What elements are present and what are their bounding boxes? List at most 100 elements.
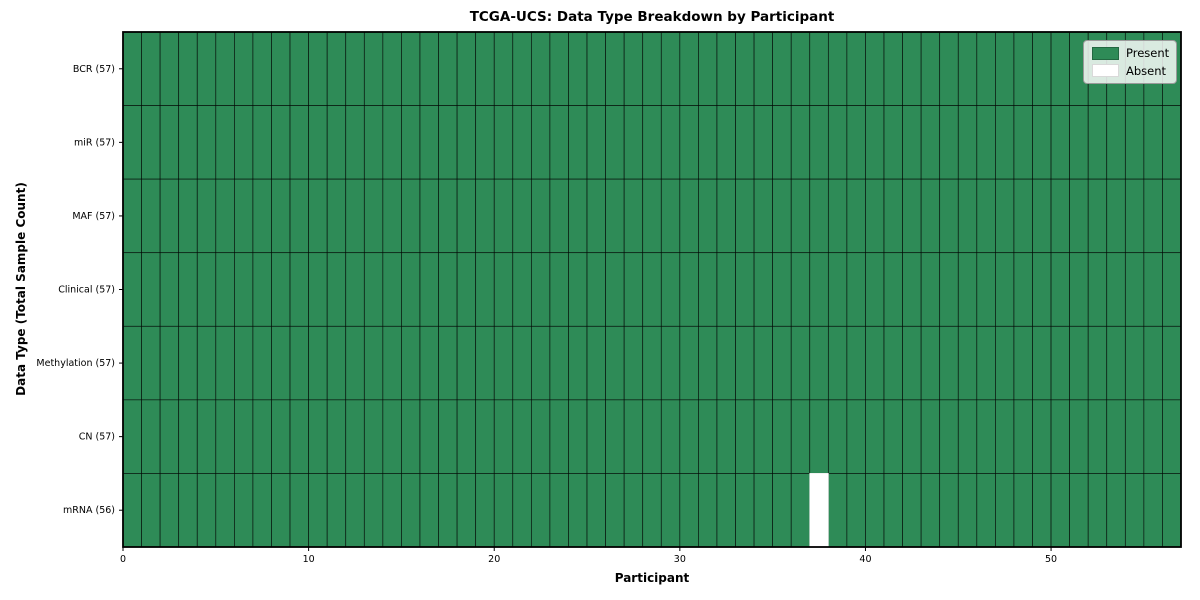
heatmap-cell [456,473,477,548]
heatmap-cell [623,31,644,106]
heatmap-cell [920,325,941,401]
heatmap-cell [976,31,996,106]
heatmap-cell [234,178,254,254]
heatmap-cell [493,252,514,327]
heatmap-cell [215,399,235,474]
heatmap-cell [419,252,439,327]
heatmap-cell [976,105,996,180]
heatmap-cell [939,325,959,401]
heatmap-cell [1162,105,1182,180]
heatmap-cell [772,325,792,401]
heatmap-cell [698,325,718,401]
heatmap-cell [549,473,569,548]
heatmap-cell [159,31,180,106]
heatmap-cell [159,473,180,548]
heatmap-cell [976,473,996,548]
heatmap-cell [976,325,996,401]
heatmap-cell [698,473,718,548]
heatmap-cell [1124,325,1145,401]
heatmap-cell [1124,473,1145,548]
heatmap-cell [642,399,662,474]
heatmap-cell [1032,473,1052,548]
heatmap-cell [995,31,1015,106]
heatmap-cell [308,252,328,327]
heatmap-cell [865,178,885,254]
heatmap-cell [605,473,625,548]
heatmap-cell [753,473,774,548]
heatmap-cell [512,105,532,180]
heatmap-cell [122,473,142,548]
heatmap-cell [1032,105,1052,180]
y-tick-label: miR (57) [74,137,115,148]
heatmap-cell [401,178,421,254]
heatmap-cell [122,399,142,474]
heatmap-cell [753,105,774,180]
heatmap-cell [382,473,402,548]
heatmap-cell [271,399,291,474]
heatmap-cell [679,252,699,327]
heatmap-cell [679,473,699,548]
heatmap-cell [308,31,328,106]
heatmap-cell [976,252,996,327]
heatmap-cell [178,31,198,106]
heatmap-cell [289,252,309,327]
heatmap-cell [586,252,606,327]
heatmap-cell [475,325,495,401]
y-tick-label: CN (57) [79,432,115,443]
heatmap-cell [1087,252,1108,327]
heatmap-cell [363,252,384,327]
heatmap-cell [939,178,959,254]
y-tick-label: MAF (57) [72,211,115,222]
heatmap-cell [1050,325,1070,401]
heatmap-cell [846,105,866,180]
heatmap-cell [493,399,514,474]
heatmap-cell [493,178,514,254]
heatmap-cell [271,31,291,106]
heatmap-cell [215,31,235,106]
heatmap-cell [401,105,421,180]
heatmap-cell [846,325,866,401]
heatmap-cell [790,325,811,401]
heatmap-cell [623,399,644,474]
heatmap-cell [289,178,309,254]
heatmap-cell [1087,105,1108,180]
heatmap-cell [679,178,699,254]
heatmap-cell [957,105,978,180]
heatmap-cell [679,399,699,474]
heatmap-cell [438,399,458,474]
heatmap-cell [605,399,625,474]
heatmap-cell [252,252,272,327]
heatmap-cell [549,325,569,401]
heatmap-cell [735,31,755,106]
heatmap-cell [382,178,402,254]
heatmap-cell [1162,178,1182,254]
heatmap-cell [289,399,309,474]
heatmap-cell [1032,399,1052,474]
heatmap-cell [568,473,588,548]
heatmap-cell [846,31,866,106]
heatmap-cell [419,31,439,106]
heatmap-cell [772,31,792,106]
heatmap-cell [141,178,161,254]
heatmap-cell [586,105,606,180]
heatmap-cell [308,325,328,401]
heatmap-cell [196,252,217,327]
heatmap-cell [196,473,217,548]
chart-title: TCGA-UCS: Data Type Breakdown by Partici… [469,9,835,25]
heatmap-cell [660,31,681,106]
heatmap-cell [289,473,309,548]
heatmap-cell [159,399,180,474]
heatmap-cell [920,399,941,474]
heatmap-cell [716,399,736,474]
x-tick-label: 0 [120,554,126,565]
heatmap-cell [716,31,736,106]
heatmap-cell [883,473,903,548]
heatmap-cell [549,399,569,474]
heatmap-cell [252,399,272,474]
heatmap-cell [326,252,347,327]
heatmap-cell [345,399,365,474]
heatmap-cell [196,399,217,474]
heatmap-cell [178,252,198,327]
heatmap-cell [549,31,569,106]
